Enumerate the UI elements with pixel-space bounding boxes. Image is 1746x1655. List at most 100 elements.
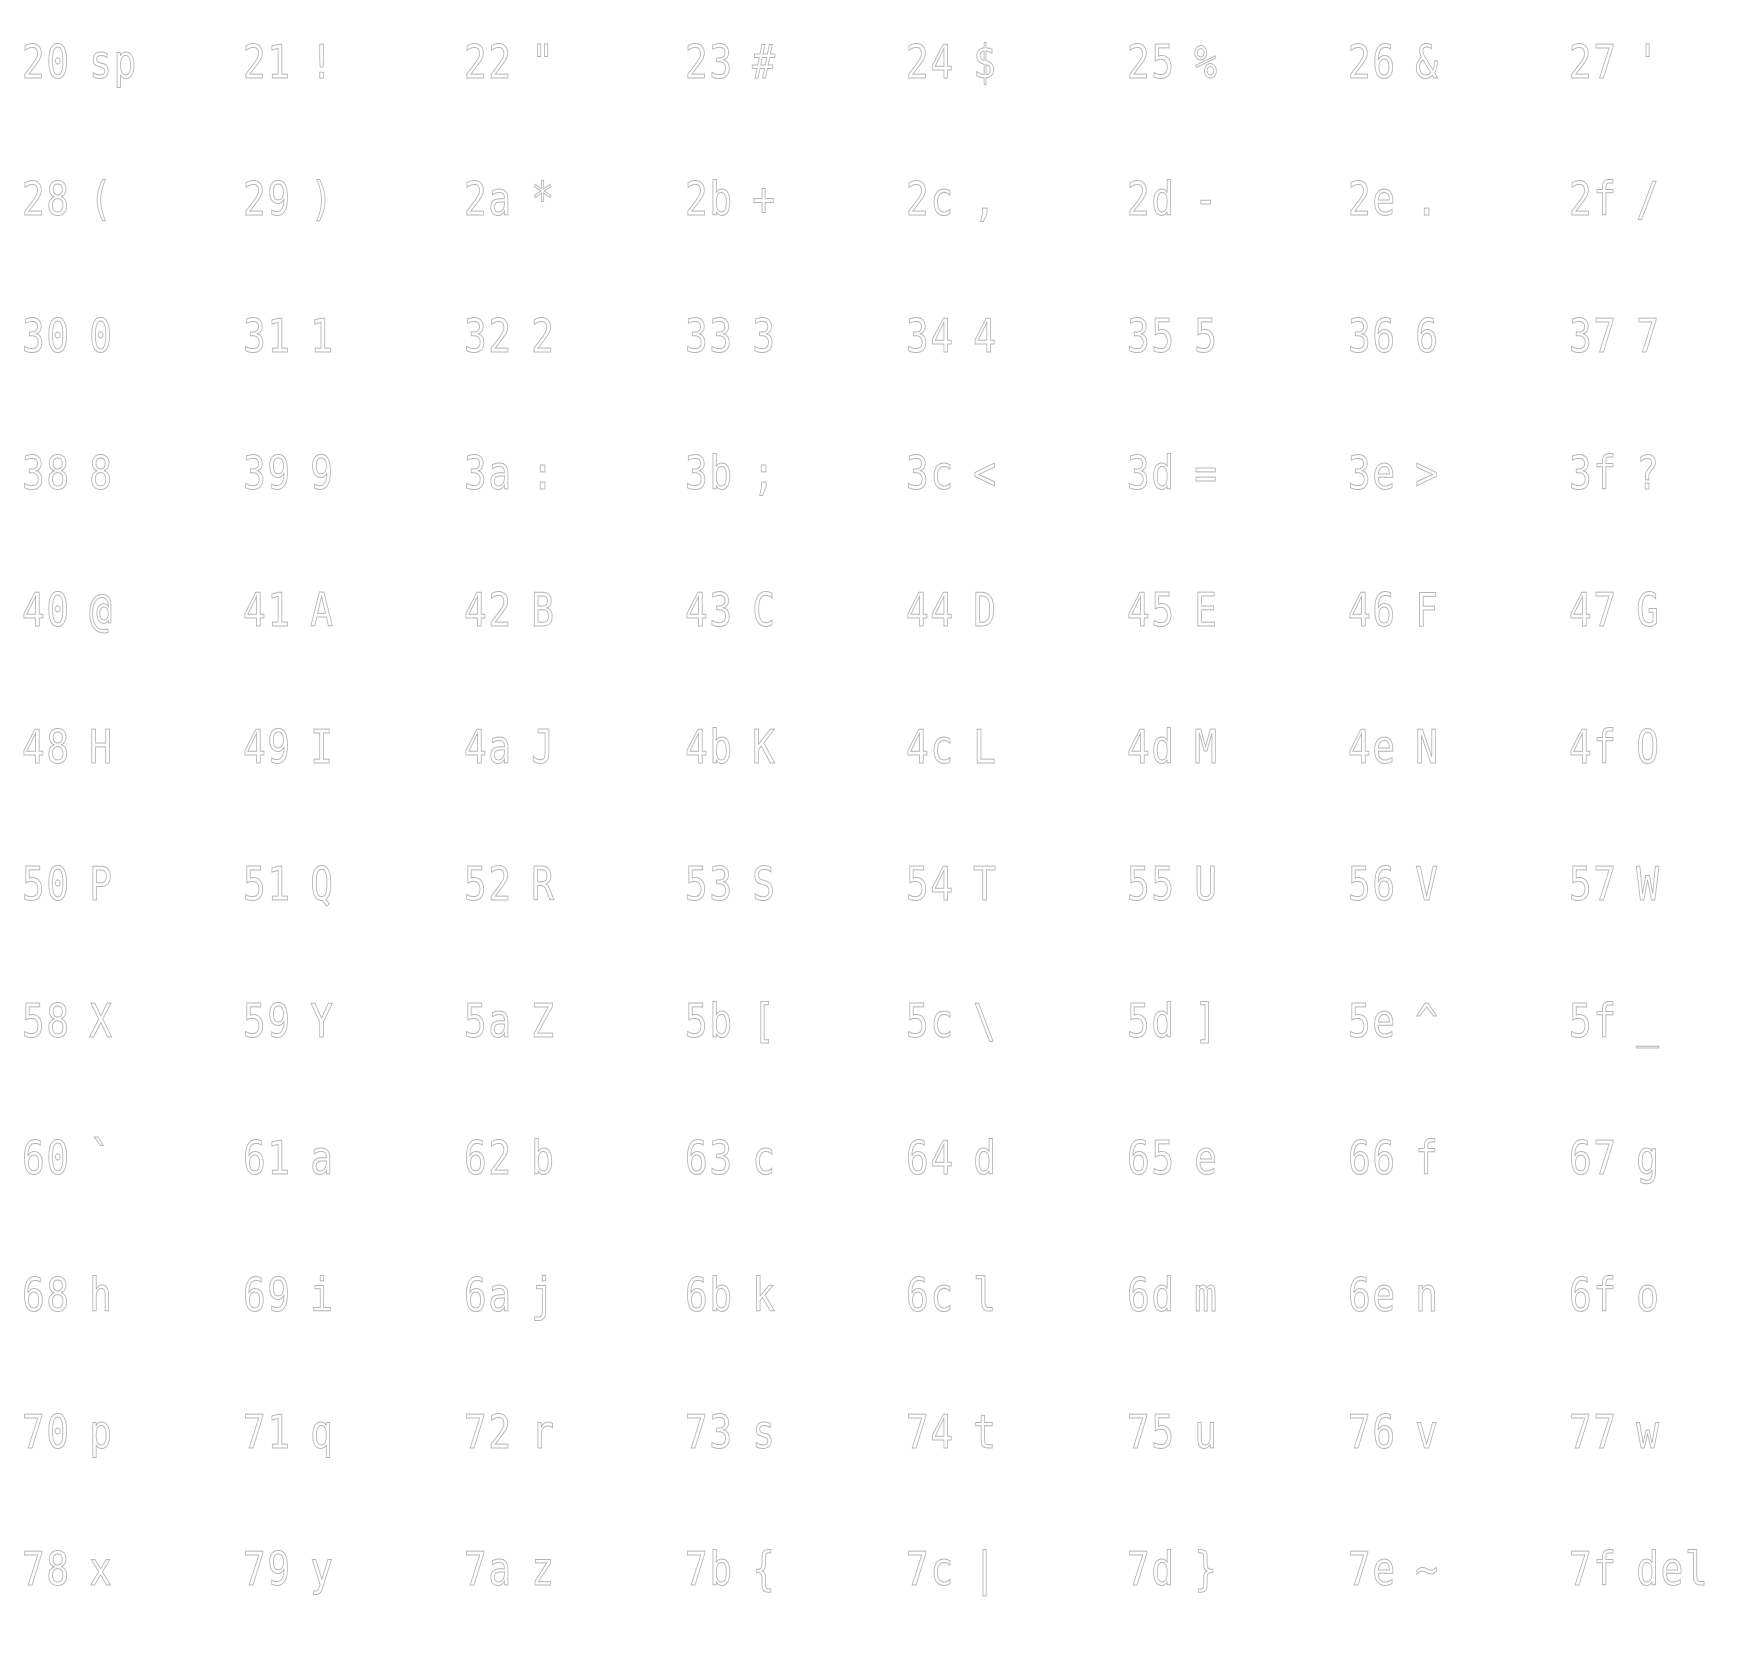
hex-code: 60 <box>22 1131 71 1186</box>
character-glyph: x <box>89 1542 114 1597</box>
ascii-cell: 6a j <box>464 1255 644 1335</box>
character-glyph: @ <box>89 583 114 638</box>
hex-code: 3d <box>1127 446 1176 501</box>
hex-code: 3f <box>1569 446 1618 501</box>
hex-code: 5e <box>1348 994 1397 1049</box>
character-glyph: t <box>973 1405 998 1460</box>
ascii-cell: 4f O <box>1569 707 1746 787</box>
hex-code: 2d <box>1127 172 1176 227</box>
character-glyph: | <box>973 1542 998 1597</box>
hex-code: 33 <box>685 309 734 364</box>
character-glyph: f <box>1415 1131 1440 1186</box>
character-glyph: X <box>89 994 114 1049</box>
character-glyph: { <box>752 1542 777 1597</box>
character-glyph: M <box>1194 720 1219 775</box>
character-glyph: g <box>1636 1131 1661 1186</box>
character-glyph: 1 <box>310 309 335 364</box>
character-glyph: e <box>1194 1131 1219 1186</box>
character-glyph: L <box>973 720 998 775</box>
hex-code: 69 <box>243 1268 292 1323</box>
ascii-cell: 2d - <box>1127 159 1307 239</box>
character-glyph: T <box>973 857 998 912</box>
ascii-cell: 55 U <box>1127 844 1307 924</box>
character-glyph: > <box>1415 446 1440 501</box>
ascii-cell: 65 e <box>1127 1118 1307 1198</box>
hex-code: 24 <box>906 35 955 90</box>
hex-code: 66 <box>1348 1131 1397 1186</box>
ascii-cell: 40 @ <box>22 570 202 650</box>
ascii-cell: 38 8 <box>22 433 202 513</box>
hex-code: 27 <box>1569 35 1618 90</box>
character-glyph: a <box>310 1131 335 1186</box>
ascii-cell: 5e ^ <box>1348 981 1528 1061</box>
character-glyph: k <box>752 1268 777 1323</box>
hex-code: 22 <box>464 35 513 90</box>
hex-code: 3c <box>906 446 955 501</box>
hex-code: 74 <box>906 1405 955 1460</box>
character-glyph: ~ <box>1415 1542 1440 1597</box>
character-glyph: ; <box>752 446 777 501</box>
hex-code: 72 <box>464 1405 513 1460</box>
character-glyph: ^ <box>1415 994 1440 1049</box>
character-glyph: W <box>1636 857 1661 912</box>
hex-code: 32 <box>464 309 513 364</box>
hex-code: 65 <box>1127 1131 1176 1186</box>
ascii-cell: 61 a <box>243 1118 423 1198</box>
character-glyph: 9 <box>310 446 335 501</box>
ascii-cell: 3d = <box>1127 433 1307 513</box>
hex-code: 2c <box>906 172 955 227</box>
hex-code: 63 <box>685 1131 734 1186</box>
hex-code: 43 <box>685 583 734 638</box>
hex-code: 70 <box>22 1405 71 1460</box>
hex-code: 78 <box>22 1542 71 1597</box>
hex-code: 23 <box>685 35 734 90</box>
ascii-cell: 36 6 <box>1348 296 1528 376</box>
character-glyph: v <box>1415 1405 1440 1460</box>
character-glyph: S <box>752 857 777 912</box>
character-glyph: G <box>1636 583 1661 638</box>
hex-code: 75 <box>1127 1405 1176 1460</box>
character-glyph: b <box>531 1131 556 1186</box>
ascii-cell: 7b { <box>685 1529 865 1609</box>
ascii-cell: 68 h <box>22 1255 202 1335</box>
ascii-cell: 3a: <box>464 433 644 513</box>
hex-code: 57 <box>1569 857 1618 912</box>
ascii-cell: 33 3 <box>685 296 865 376</box>
character-glyph: V <box>1415 857 1440 912</box>
ascii-cell: 73 s <box>685 1392 865 1472</box>
ascii-cell: 64 d <box>906 1118 1086 1198</box>
hex-code: 4b <box>685 720 734 775</box>
hex-code: 68 <box>22 1268 71 1323</box>
character-glyph: I <box>310 720 335 775</box>
hex-code: 2e <box>1348 172 1397 227</box>
character-glyph: Q <box>310 857 335 912</box>
hex-code: 20 <box>22 35 71 90</box>
character-glyph: del <box>1636 1542 1710 1597</box>
hex-code: 6e <box>1348 1268 1397 1323</box>
ascii-cell: 66 f <box>1348 1118 1528 1198</box>
character-glyph: N <box>1415 720 1440 775</box>
hex-code: 7f <box>1569 1542 1618 1597</box>
character-glyph: Y <box>310 994 335 1049</box>
hex-code: 6c <box>906 1268 955 1323</box>
character-glyph: p <box>89 1405 114 1460</box>
ascii-cell: 43 C <box>685 570 865 650</box>
ascii-cell: 2b + <box>685 159 865 239</box>
character-glyph: ( <box>89 172 114 227</box>
ascii-cell: 32 2 <box>464 296 644 376</box>
ascii-cell: 67 g <box>1569 1118 1746 1198</box>
hex-code: 45 <box>1127 583 1176 638</box>
ascii-cell: 78 x <box>22 1529 202 1609</box>
ascii-cell: 21! <box>243 22 423 102</box>
hex-code: 5d <box>1127 994 1176 1049</box>
hex-code: 46 <box>1348 583 1397 638</box>
hex-code: 3b <box>685 446 734 501</box>
character-glyph: sp <box>89 35 138 90</box>
ascii-cell: 3b; <box>685 433 865 513</box>
hex-code: 44 <box>906 583 955 638</box>
ascii-cell: 29) <box>243 159 423 239</box>
hex-code: 42 <box>464 583 513 638</box>
ascii-cell: 4a J <box>464 707 644 787</box>
character-glyph: E <box>1194 583 1219 638</box>
character-glyph: O <box>1636 720 1661 775</box>
